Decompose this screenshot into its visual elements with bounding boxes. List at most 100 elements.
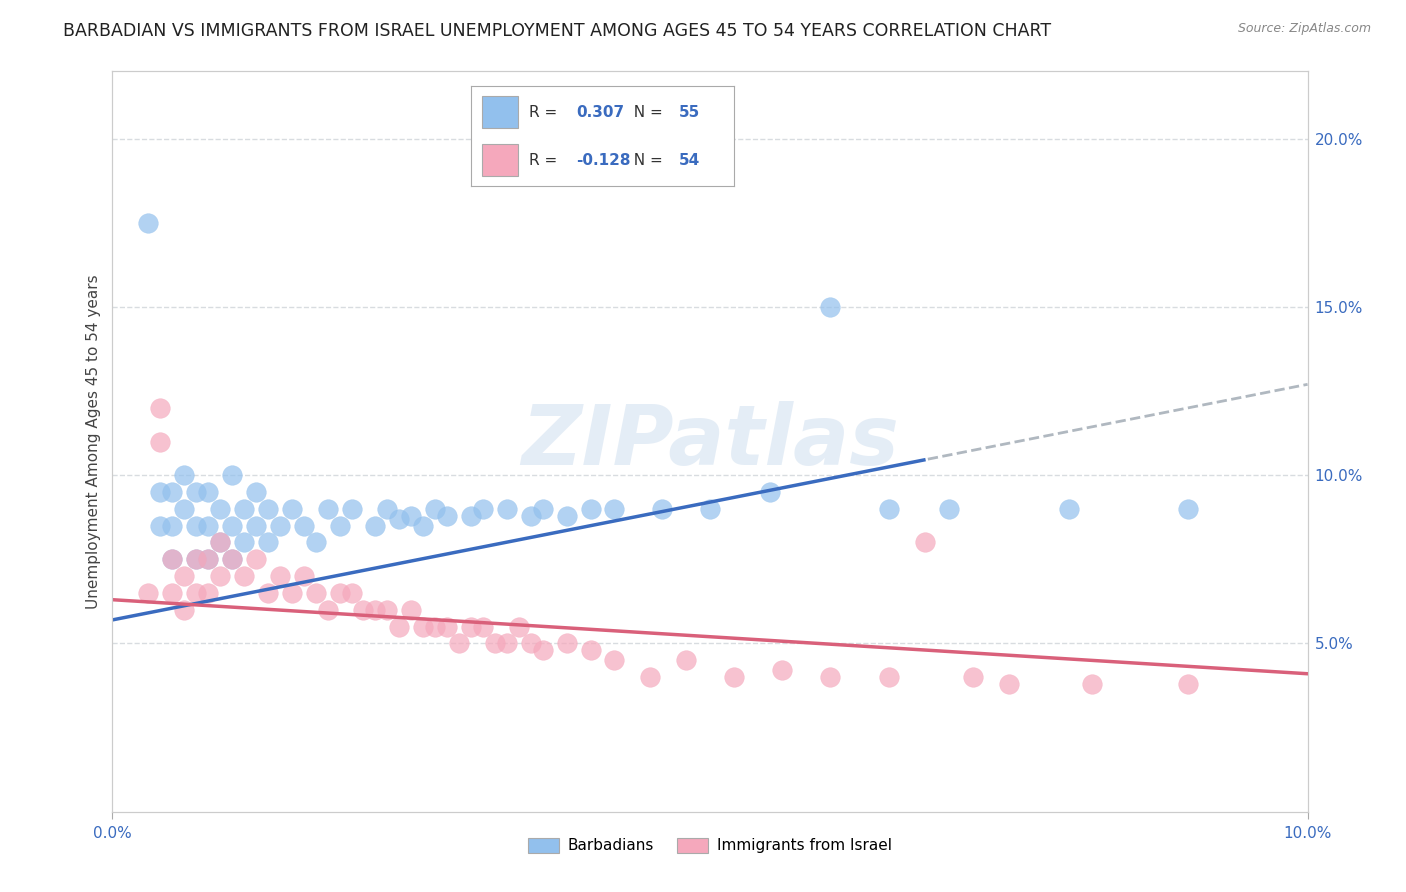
- Point: [377, 501, 399, 516]
- Point: [162, 485, 183, 500]
- Point: [364, 518, 387, 533]
- Point: [197, 518, 219, 533]
- Point: [281, 501, 304, 516]
- Text: Source: ZipAtlas.com: Source: ZipAtlas.com: [1237, 22, 1371, 36]
- Point: [531, 501, 554, 516]
- Point: [640, 670, 662, 684]
- Point: [292, 518, 315, 533]
- Legend: Barbadians, Immigrants from Israel: Barbadians, Immigrants from Israel: [522, 831, 898, 860]
- Point: [209, 535, 232, 549]
- Point: [460, 508, 482, 523]
- Point: [425, 619, 447, 633]
- Point: [221, 468, 243, 483]
- Point: [531, 643, 554, 657]
- Point: [233, 501, 256, 516]
- Point: [496, 636, 519, 650]
- Point: [292, 569, 315, 583]
- Point: [401, 508, 423, 523]
- Point: [353, 603, 375, 617]
- Point: [436, 508, 458, 523]
- Point: [412, 619, 434, 633]
- Point: [162, 518, 183, 533]
- Point: [879, 501, 901, 516]
- Point: [186, 586, 208, 600]
- Point: [651, 501, 673, 516]
- Point: [388, 512, 411, 526]
- Point: [269, 569, 291, 583]
- Point: [197, 552, 219, 566]
- Point: [186, 485, 208, 500]
- Point: [484, 636, 506, 650]
- Point: [245, 552, 267, 566]
- Point: [138, 216, 160, 230]
- Point: [197, 586, 219, 600]
- Point: [496, 501, 519, 516]
- Text: ZIPatlas: ZIPatlas: [522, 401, 898, 482]
- Point: [305, 586, 328, 600]
- Point: [305, 535, 328, 549]
- Point: [449, 636, 471, 650]
- Point: [257, 501, 280, 516]
- Point: [818, 300, 841, 314]
- Point: [329, 586, 352, 600]
- Point: [520, 508, 543, 523]
- Point: [340, 501, 363, 516]
- Point: [257, 586, 280, 600]
- Point: [281, 586, 304, 600]
- Point: [233, 535, 256, 549]
- Point: [162, 552, 183, 566]
- Point: [508, 619, 530, 633]
- Point: [770, 664, 793, 678]
- Point: [221, 518, 243, 533]
- Point: [173, 603, 195, 617]
- Point: [173, 569, 195, 583]
- Point: [173, 468, 195, 483]
- Point: [186, 552, 208, 566]
- Point: [197, 485, 219, 500]
- Point: [962, 670, 984, 684]
- Point: [555, 508, 578, 523]
- Point: [209, 501, 232, 516]
- Point: [209, 535, 232, 549]
- Point: [555, 636, 578, 650]
- Point: [520, 636, 543, 650]
- Point: [149, 401, 172, 415]
- Point: [162, 552, 183, 566]
- Point: [316, 501, 339, 516]
- Point: [938, 501, 960, 516]
- Point: [197, 552, 219, 566]
- Point: [401, 603, 423, 617]
- Point: [1177, 677, 1199, 691]
- Point: [460, 619, 482, 633]
- Point: [149, 434, 172, 449]
- Point: [173, 501, 195, 516]
- Point: [233, 569, 256, 583]
- Point: [329, 518, 352, 533]
- Text: BARBADIAN VS IMMIGRANTS FROM ISRAEL UNEMPLOYMENT AMONG AGES 45 TO 54 YEARS CORRE: BARBADIAN VS IMMIGRANTS FROM ISRAEL UNEM…: [63, 22, 1052, 40]
- Point: [1177, 501, 1199, 516]
- Point: [149, 485, 172, 500]
- Point: [699, 501, 721, 516]
- Point: [436, 619, 458, 633]
- Point: [1081, 677, 1104, 691]
- Point: [1057, 501, 1080, 516]
- Point: [316, 603, 339, 617]
- Point: [149, 518, 172, 533]
- Point: [364, 603, 387, 617]
- Point: [759, 485, 782, 500]
- Point: [377, 603, 399, 617]
- Point: [340, 586, 363, 600]
- Y-axis label: Unemployment Among Ages 45 to 54 years: Unemployment Among Ages 45 to 54 years: [86, 274, 101, 609]
- Point: [221, 552, 243, 566]
- Point: [879, 670, 901, 684]
- Point: [472, 501, 495, 516]
- Point: [186, 518, 208, 533]
- Point: [914, 535, 936, 549]
- Point: [675, 653, 697, 667]
- Point: [818, 670, 841, 684]
- Point: [998, 677, 1021, 691]
- Point: [257, 535, 280, 549]
- Point: [186, 552, 208, 566]
- Point: [245, 485, 267, 500]
- Point: [388, 619, 411, 633]
